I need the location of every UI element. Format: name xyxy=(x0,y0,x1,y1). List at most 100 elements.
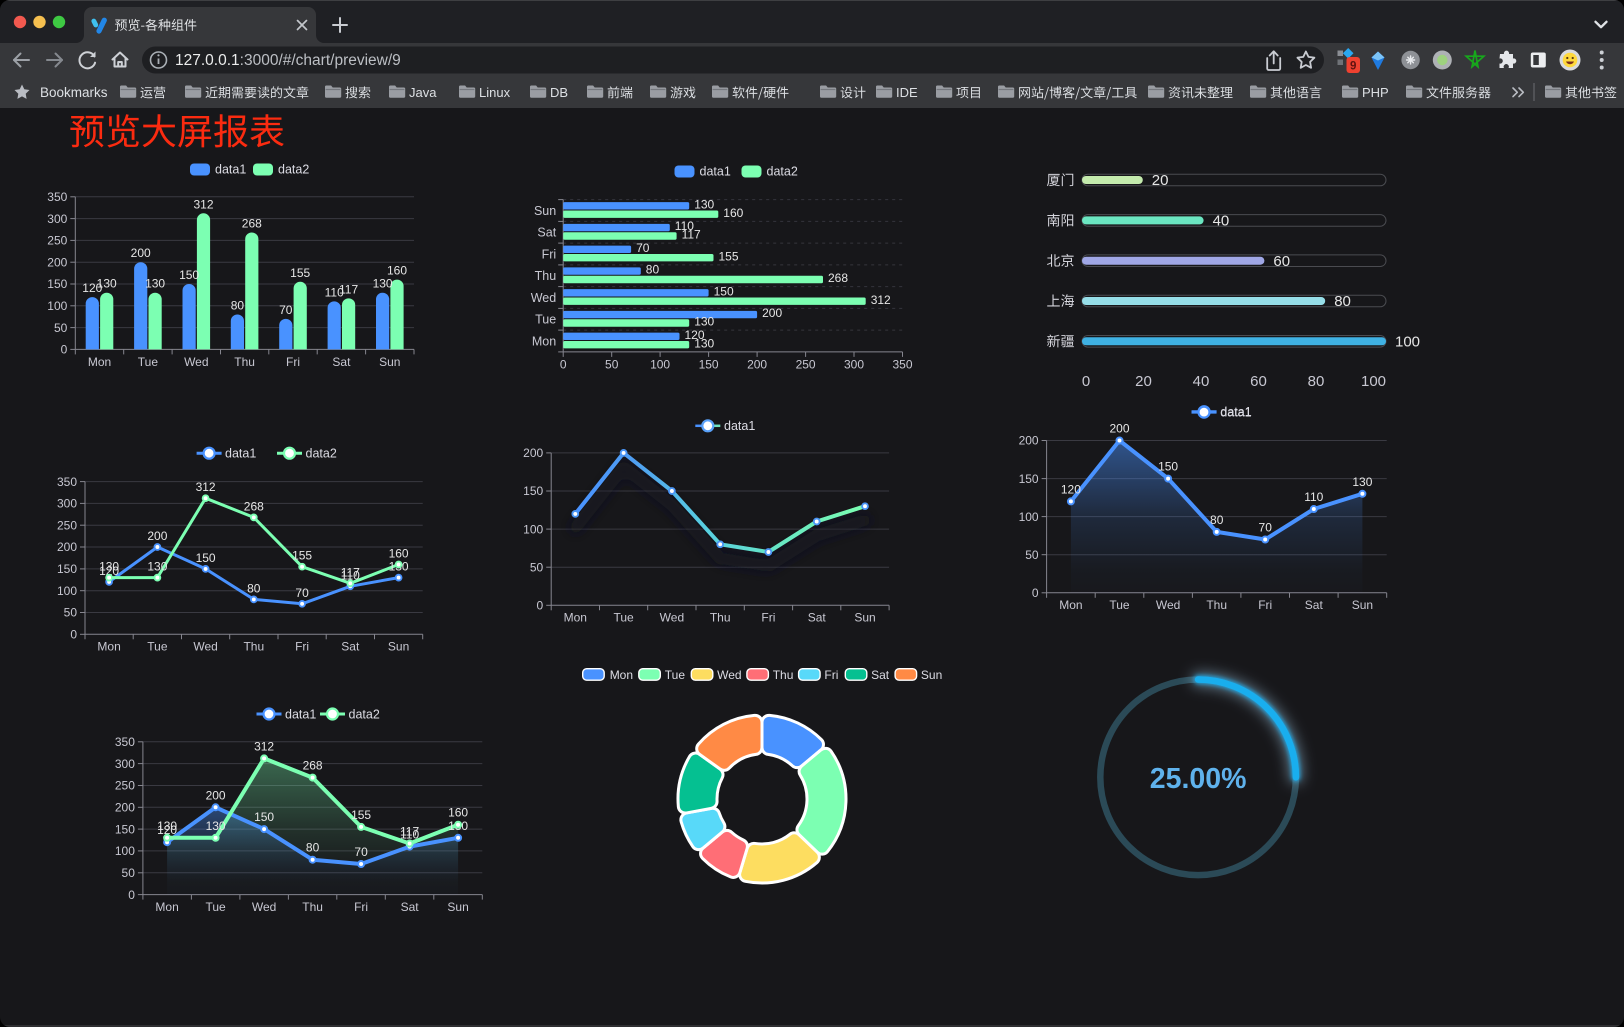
svg-text:130: 130 xyxy=(145,277,165,291)
svg-text:Thu: Thu xyxy=(535,269,557,283)
svg-text:Tue: Tue xyxy=(205,900,226,914)
svg-text:Mon: Mon xyxy=(610,668,633,682)
svg-text:120: 120 xyxy=(1061,482,1081,496)
svg-text:70: 70 xyxy=(354,845,368,859)
svg-text:Tue: Tue xyxy=(138,355,159,369)
svg-text:Sun: Sun xyxy=(1352,598,1373,612)
svg-text:Linux: Linux xyxy=(479,85,511,100)
svg-text:268: 268 xyxy=(242,217,262,231)
svg-text:200: 200 xyxy=(147,529,167,543)
svg-text:Mon: Mon xyxy=(1059,598,1082,612)
svg-text:Sat: Sat xyxy=(1305,598,1324,612)
svg-text:127.0.0.1:3000/#/chart/preview: 127.0.0.1:3000/#/chart/preview/9 xyxy=(175,52,401,69)
svg-text:300: 300 xyxy=(57,497,77,511)
svg-text:50: 50 xyxy=(54,321,68,335)
svg-text:150: 150 xyxy=(179,268,199,282)
svg-text:117: 117 xyxy=(682,228,701,242)
svg-text:110: 110 xyxy=(400,828,419,842)
svg-text:Wed: Wed xyxy=(1156,598,1180,612)
svg-text:200: 200 xyxy=(1019,434,1039,448)
svg-text:80: 80 xyxy=(646,263,660,277)
svg-text:80: 80 xyxy=(247,581,261,595)
svg-text:Sat: Sat xyxy=(808,611,827,625)
svg-text:312: 312 xyxy=(193,197,213,211)
svg-text:40: 40 xyxy=(1213,213,1230,230)
svg-text:117: 117 xyxy=(339,282,358,296)
svg-text:200: 200 xyxy=(206,788,226,802)
svg-text:data2: data2 xyxy=(278,163,309,177)
svg-text:20: 20 xyxy=(1135,373,1152,390)
svg-text:Bookmarks: Bookmarks xyxy=(40,85,108,100)
svg-text:70: 70 xyxy=(1259,521,1273,535)
svg-text:data1: data1 xyxy=(724,419,755,433)
svg-text:250: 250 xyxy=(57,518,77,532)
svg-text:80: 80 xyxy=(1334,293,1351,310)
svg-text:200: 200 xyxy=(747,357,767,371)
svg-text:160: 160 xyxy=(723,206,743,220)
svg-text:0: 0 xyxy=(560,357,567,371)
svg-text:Sat: Sat xyxy=(537,226,556,240)
svg-text:160: 160 xyxy=(389,547,409,561)
svg-text:Thu: Thu xyxy=(773,668,794,682)
svg-text:0: 0 xyxy=(128,888,135,902)
svg-text:160: 160 xyxy=(387,264,407,278)
svg-text:Sun: Sun xyxy=(388,639,409,653)
svg-text:110: 110 xyxy=(341,568,360,582)
svg-text:150: 150 xyxy=(699,357,719,371)
svg-text:Wed: Wed xyxy=(531,291,557,305)
svg-text:60: 60 xyxy=(1273,253,1290,270)
svg-text:Fri: Fri xyxy=(354,900,368,914)
svg-text:IDE: IDE xyxy=(896,85,918,100)
svg-text:150: 150 xyxy=(47,277,67,291)
svg-text:200: 200 xyxy=(1109,422,1129,436)
svg-text:50: 50 xyxy=(605,357,619,371)
svg-text:Wed: Wed xyxy=(660,611,684,625)
svg-text:data1: data1 xyxy=(1220,405,1251,419)
svg-text:Tue: Tue xyxy=(535,313,556,327)
svg-text:200: 200 xyxy=(762,306,782,320)
svg-text:Wed: Wed xyxy=(184,355,208,369)
svg-text:100: 100 xyxy=(57,584,77,598)
svg-text:Fri: Fri xyxy=(542,247,557,261)
svg-text:Tue: Tue xyxy=(665,668,686,682)
svg-text:data1: data1 xyxy=(1220,406,1251,420)
svg-text:0: 0 xyxy=(537,599,544,613)
svg-text:130: 130 xyxy=(373,277,393,291)
svg-text:120: 120 xyxy=(99,564,119,578)
svg-text:Thu: Thu xyxy=(243,639,264,653)
svg-text:25.00%: 25.00% xyxy=(1150,763,1247,795)
svg-text:155: 155 xyxy=(719,249,739,263)
svg-text:110: 110 xyxy=(675,219,694,233)
svg-text:312: 312 xyxy=(871,293,891,307)
svg-text:110: 110 xyxy=(325,285,344,299)
svg-text:130: 130 xyxy=(694,336,714,350)
svg-text:150: 150 xyxy=(523,484,543,498)
svg-text:Sat: Sat xyxy=(341,639,360,653)
svg-text:150: 150 xyxy=(714,284,734,298)
svg-text:Tue: Tue xyxy=(147,639,168,653)
svg-text:Tue: Tue xyxy=(1109,598,1130,612)
svg-text:Sat: Sat xyxy=(332,355,351,369)
svg-text:Mon: Mon xyxy=(564,611,587,625)
svg-text:data1: data1 xyxy=(215,163,246,177)
svg-text:110: 110 xyxy=(1304,490,1323,504)
svg-text:150: 150 xyxy=(196,551,216,565)
svg-text:150: 150 xyxy=(1019,472,1039,486)
svg-text:250: 250 xyxy=(115,779,135,793)
svg-text:155: 155 xyxy=(290,266,310,280)
svg-text:268: 268 xyxy=(244,499,264,513)
svg-text:150: 150 xyxy=(115,822,135,836)
svg-text:100: 100 xyxy=(1019,510,1039,524)
svg-text:Thu: Thu xyxy=(234,355,255,369)
svg-text:0: 0 xyxy=(70,628,77,642)
svg-text:Fri: Fri xyxy=(761,611,775,625)
svg-text:70: 70 xyxy=(636,241,650,255)
svg-text:80: 80 xyxy=(231,299,245,313)
svg-text:300: 300 xyxy=(47,212,67,226)
svg-text:312: 312 xyxy=(254,739,274,753)
svg-text:data1: data1 xyxy=(225,447,256,461)
svg-text:Thu: Thu xyxy=(302,900,323,914)
svg-text:200: 200 xyxy=(57,540,77,554)
svg-text:Sun: Sun xyxy=(379,355,400,369)
svg-text:100: 100 xyxy=(47,299,67,313)
